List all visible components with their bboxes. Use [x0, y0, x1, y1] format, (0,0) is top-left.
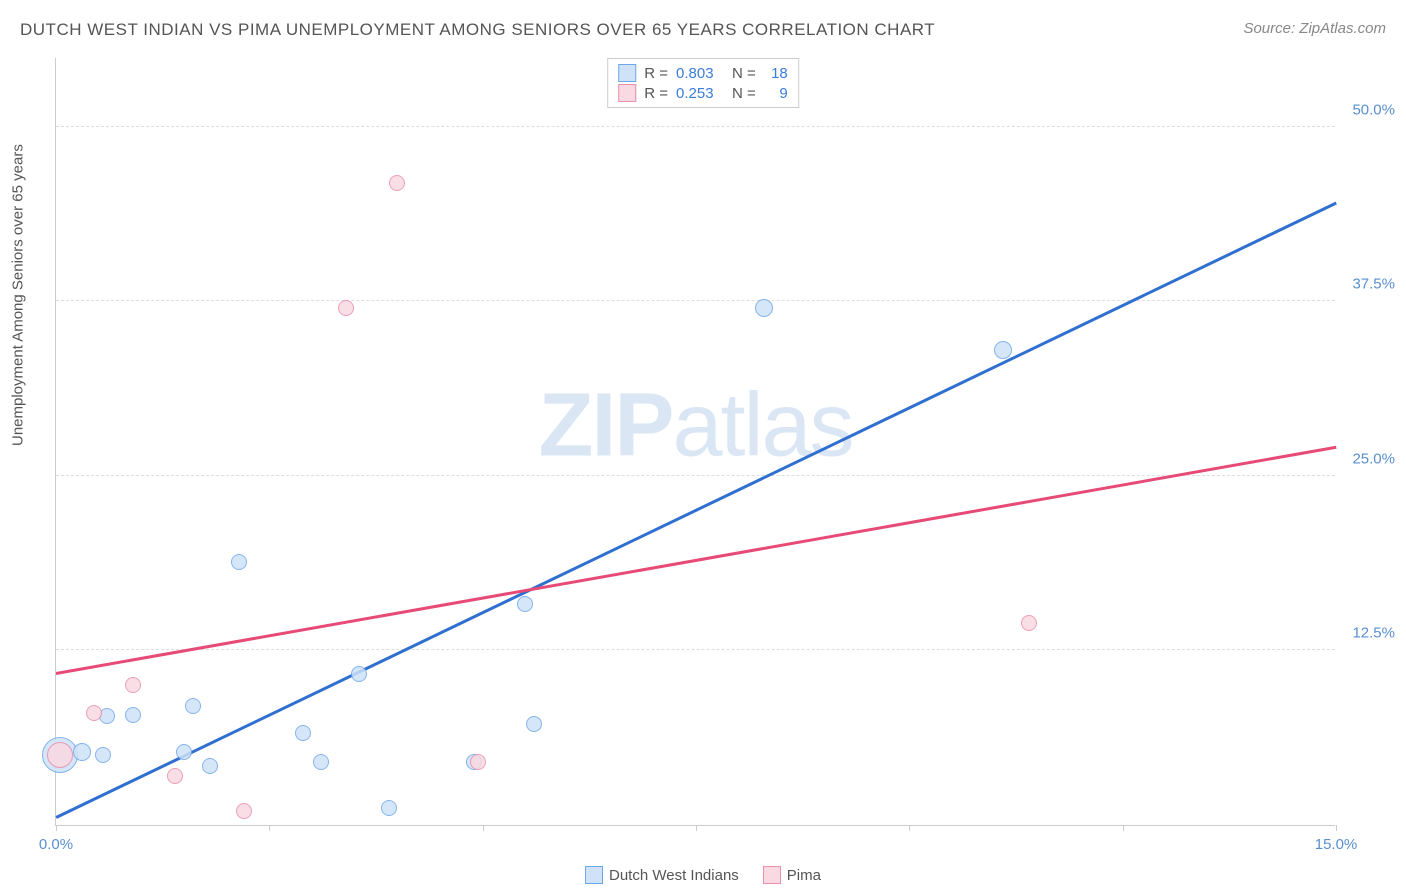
watermark-light: atlas [672, 376, 852, 476]
x-tick [909, 825, 910, 831]
x-tick [1336, 825, 1337, 831]
stats-row: R = 0.253 N = 9 [618, 83, 788, 103]
grid-line [56, 300, 1335, 301]
grid-line [56, 126, 1335, 127]
data-point [231, 554, 247, 570]
data-point [295, 725, 311, 741]
data-point [176, 744, 192, 760]
data-point [389, 175, 405, 191]
trend-line [55, 201, 1336, 818]
plot-area: ZIPatlas 12.5%25.0%37.5%50.0%0.0%15.0% [55, 58, 1335, 826]
x-tick-label: 15.0% [1315, 836, 1358, 853]
data-point [125, 677, 141, 693]
chart-title: DUTCH WEST INDIAN VS PIMA UNEMPLOYMENT A… [20, 20, 935, 40]
data-point [313, 754, 329, 770]
data-point [1021, 615, 1037, 631]
trend-line [56, 446, 1336, 675]
r-value: 0.803 [676, 65, 724, 82]
data-point [185, 698, 201, 714]
y-tick-label: 25.0% [1352, 450, 1395, 467]
legend-swatch [618, 64, 636, 82]
r-value: 0.253 [676, 85, 724, 102]
grid-line [56, 475, 1335, 476]
grid-line [56, 649, 1335, 650]
data-point [381, 800, 397, 816]
x-tick [56, 825, 57, 831]
x-tick [1123, 825, 1124, 831]
legend-item: Pima [763, 866, 821, 884]
data-point [994, 341, 1012, 359]
data-point [167, 768, 183, 784]
data-point [526, 716, 542, 732]
data-point [517, 596, 533, 612]
y-tick-label: 12.5% [1352, 625, 1395, 642]
data-point [351, 666, 367, 682]
n-label: N = [732, 65, 756, 82]
data-point [86, 705, 102, 721]
data-point [73, 743, 91, 761]
legend-label: Pima [787, 867, 821, 884]
y-axis-label: Unemployment Among Seniors over 65 years [10, 144, 27, 446]
legend-label: Dutch West Indians [609, 867, 739, 884]
data-point [95, 747, 111, 763]
watermark: ZIPatlas [538, 375, 852, 478]
y-tick-label: 37.5% [1352, 276, 1395, 293]
watermark-bold: ZIP [538, 376, 672, 476]
legend-swatch [763, 866, 781, 884]
n-value: 18 [764, 65, 788, 82]
data-point [338, 300, 354, 316]
stats-row: R = 0.803 N = 18 [618, 63, 788, 83]
x-tick [483, 825, 484, 831]
bottom-legend: Dutch West Indians Pima [585, 866, 821, 884]
r-label: R = [644, 65, 668, 82]
stats-legend: R = 0.803 N = 18 R = 0.253 N = 9 [607, 58, 799, 108]
data-point [236, 803, 252, 819]
data-point [755, 299, 773, 317]
data-point [125, 707, 141, 723]
data-point [470, 754, 486, 770]
n-value: 9 [764, 85, 788, 102]
r-label: R = [644, 85, 668, 102]
data-point [47, 742, 73, 768]
legend-swatch [618, 84, 636, 102]
x-tick [696, 825, 697, 831]
data-point [202, 758, 218, 774]
x-tick [269, 825, 270, 831]
x-tick-label: 0.0% [39, 836, 73, 853]
source-label: Source: ZipAtlas.com [1243, 20, 1386, 37]
legend-swatch [585, 866, 603, 884]
legend-item: Dutch West Indians [585, 866, 739, 884]
y-tick-label: 50.0% [1352, 101, 1395, 118]
n-label: N = [732, 85, 756, 102]
